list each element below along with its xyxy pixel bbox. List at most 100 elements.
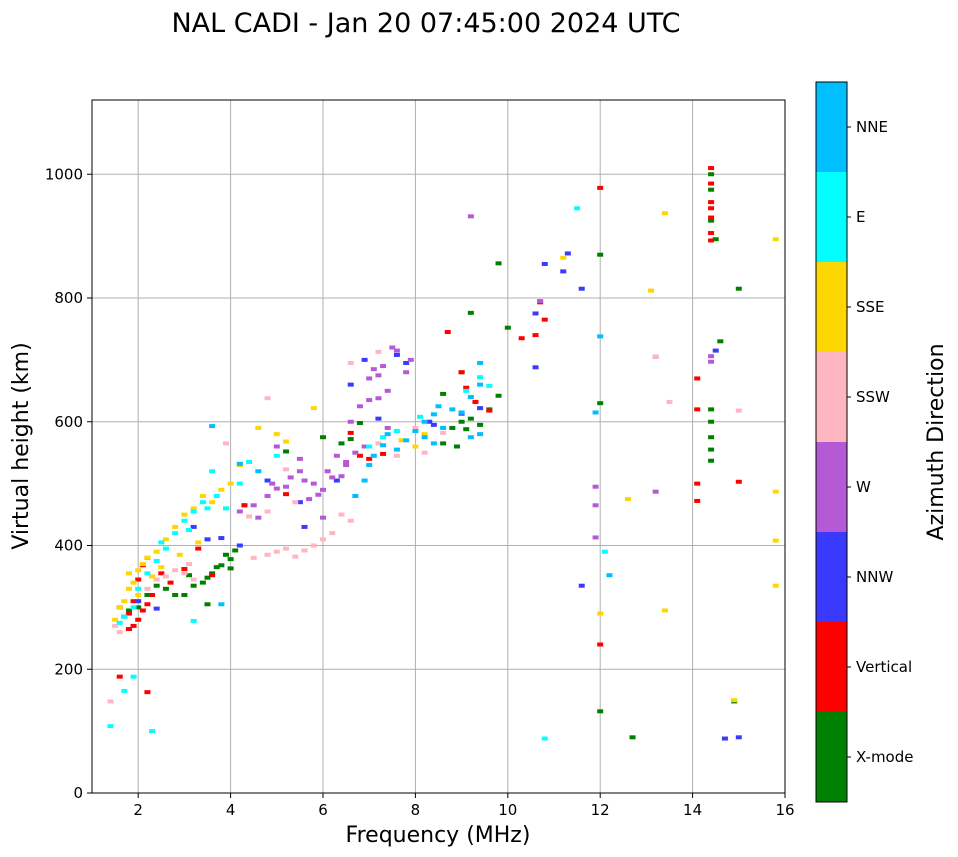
data-point — [204, 602, 211, 607]
data-point — [597, 252, 604, 257]
data-point — [375, 416, 382, 421]
data-point — [125, 586, 132, 591]
data-point — [430, 422, 437, 427]
data-point — [283, 484, 290, 489]
data-point — [153, 577, 160, 582]
colorbar-segment — [816, 352, 847, 442]
y-axis-label: Virtual height (km) — [9, 342, 34, 549]
data-point — [708, 172, 715, 177]
data-point — [320, 537, 326, 542]
data-point — [578, 286, 585, 291]
data-point — [135, 586, 142, 591]
y-tick-label: 400 — [54, 537, 83, 555]
data-point — [467, 214, 474, 219]
data-point — [772, 583, 779, 588]
data-point — [121, 688, 128, 693]
data-point — [708, 215, 715, 220]
series-w — [236, 214, 715, 540]
data-point — [430, 412, 437, 417]
data-point — [209, 424, 216, 429]
data-point — [347, 382, 354, 387]
data-point — [666, 399, 673, 404]
data-point — [597, 642, 604, 647]
colorbar-segment — [816, 622, 847, 712]
data-point — [144, 571, 151, 576]
data-point — [393, 453, 400, 458]
data-point — [338, 441, 345, 446]
data-point — [384, 388, 391, 393]
data-point — [477, 432, 484, 437]
data-point — [721, 736, 728, 741]
data-point — [310, 406, 317, 411]
y-tick-label: 1000 — [45, 165, 83, 183]
data-point — [356, 453, 363, 458]
data-point — [694, 376, 701, 381]
data-point — [139, 608, 146, 613]
data-point — [283, 467, 290, 472]
data-point — [440, 425, 447, 430]
data-point — [273, 453, 280, 458]
data-point — [153, 558, 160, 563]
data-point — [532, 365, 539, 370]
data-point — [463, 427, 470, 432]
data-point — [162, 574, 169, 579]
data-point — [227, 481, 234, 486]
data-point — [458, 370, 465, 375]
data-point — [218, 602, 225, 607]
data-point — [370, 367, 377, 372]
data-point — [772, 237, 779, 242]
data-point — [398, 438, 405, 443]
data-point — [283, 492, 290, 497]
data-point — [236, 461, 243, 466]
data-point — [574, 206, 581, 211]
data-point — [273, 444, 280, 449]
data-point — [315, 492, 322, 497]
data-point — [222, 441, 229, 446]
data-point — [347, 360, 354, 365]
data-point — [532, 333, 539, 338]
data-point — [125, 608, 132, 613]
data-point — [366, 456, 373, 461]
data-point — [477, 375, 484, 380]
data-point — [735, 286, 742, 291]
data-point — [246, 514, 253, 519]
data-point — [564, 251, 571, 256]
data-point — [292, 500, 299, 505]
plot-area: 2 4 6 8 10 12 14 16 0 200 400 600 800 1000 — [45, 99, 795, 819]
data-point — [125, 571, 132, 576]
data-point — [227, 566, 234, 571]
data-point — [283, 546, 290, 551]
data-point — [393, 429, 400, 434]
data-point — [708, 407, 715, 412]
data-point — [218, 563, 225, 568]
data-point — [135, 568, 142, 573]
data-point — [158, 540, 165, 545]
data-point — [190, 583, 197, 588]
data-point — [296, 469, 303, 474]
data-point — [541, 736, 548, 741]
data-point — [329, 531, 336, 536]
data-point — [417, 414, 424, 419]
data-point — [186, 573, 193, 578]
colorbar-tick-label: X-mode — [856, 748, 913, 766]
data-point — [112, 623, 119, 628]
colorbar-tick-label: W — [856, 478, 871, 496]
data-point — [116, 605, 123, 610]
data-point — [560, 255, 567, 260]
data-point — [694, 498, 701, 503]
data-point — [708, 181, 715, 186]
data-point — [153, 583, 160, 588]
data-point — [366, 398, 373, 403]
data-point — [467, 416, 474, 421]
series-nnw — [135, 251, 742, 741]
data-point — [597, 611, 604, 616]
data-point — [592, 484, 599, 489]
data-point — [449, 425, 456, 430]
data-point — [306, 497, 313, 502]
data-point — [356, 420, 363, 425]
data-point — [149, 593, 156, 597]
data-point — [181, 571, 188, 576]
series-sse — [112, 211, 779, 703]
data-point — [597, 185, 604, 190]
